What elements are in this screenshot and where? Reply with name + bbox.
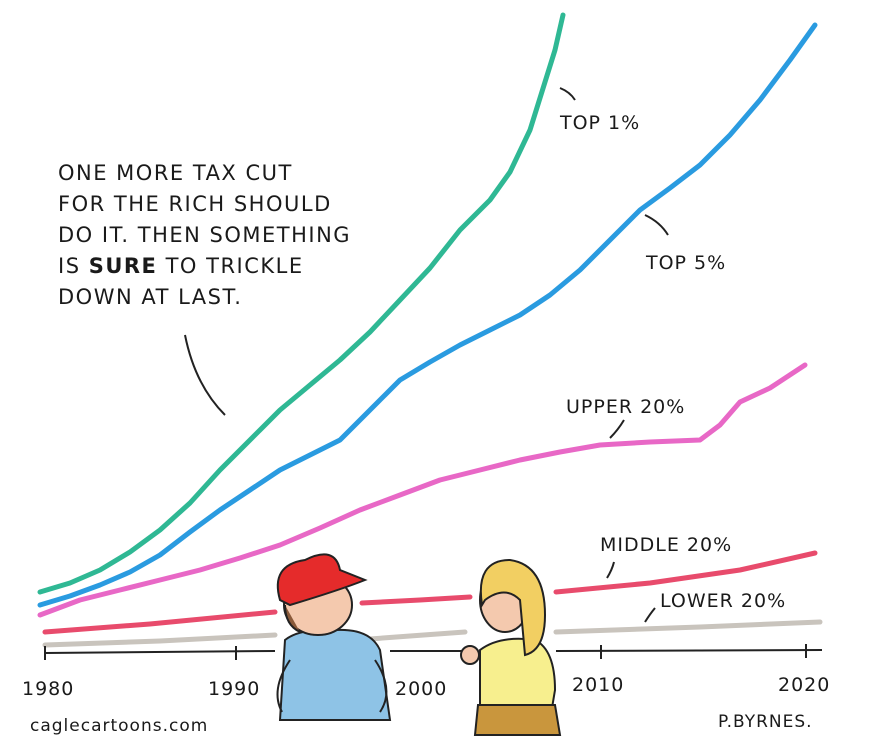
year-2000: 2000 [395,678,448,700]
line-lower-20-percent-b [353,629,468,643]
line-middle-20-percent-c [553,550,818,595]
x-axis [44,650,276,654]
emphasis-sure: SURE [88,254,158,278]
artist-signature: P.BYRNES. [718,712,813,732]
line-lower-20-percent-c [553,619,823,635]
speech-line: One more tax cut [58,161,293,185]
speech-line: is SURE to trickle [58,254,304,278]
speech-line: do it. Then something [58,223,352,247]
woman-figure [460,558,562,736]
label-top-5-percent: Top 5% [646,252,727,274]
year-1990: 1990 [208,678,261,700]
speech-line: down at last. [58,285,243,309]
speech-bubble-text: One more tax cut for the rich should do … [58,158,351,313]
label-lower-20-percent: Lower 20% [660,590,787,612]
label-top-1-percent: Top 1% [560,112,641,134]
site-credit: caglecartoons.com [30,716,209,736]
line-middle-20-percent-a [42,609,278,635]
label-upper-20-percent: Upper 20% [566,396,686,418]
speech-line: for the rich should [58,192,332,216]
man-figure [276,553,392,721]
line-top-5-percent [37,22,818,608]
year-2020: 2020 [778,674,831,696]
line-middle-20-percent-b [359,594,473,606]
year-1980: 1980 [22,678,75,700]
line-top-1-percent [37,12,566,595]
line-lower-20-percent-a [42,632,278,648]
label-middle-20-percent: Middle 20% [600,534,733,556]
speech-pointer [184,334,226,416]
line-upper-20-percent [37,362,808,618]
year-2010: 2010 [572,674,625,696]
